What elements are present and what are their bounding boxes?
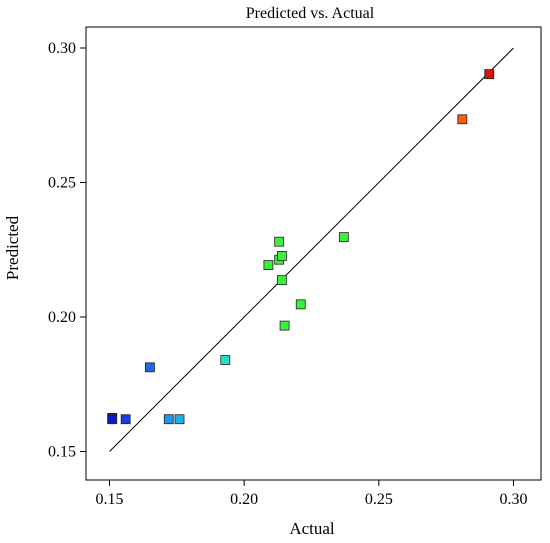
y-tick-label: 0.20	[48, 309, 76, 326]
data-point	[163, 414, 174, 425]
data-point	[120, 414, 131, 425]
data-point	[295, 299, 306, 310]
data-point	[338, 232, 349, 243]
data-point	[274, 236, 285, 247]
data-points	[107, 69, 495, 425]
data-point	[263, 260, 274, 270]
chart-title: Predicted vs. Actual	[246, 5, 375, 22]
data-point	[484, 69, 495, 79]
axis-ticks: 0.15 0.20 0.25 0.30 0.15 0.20 0.25 0.30	[48, 40, 528, 508]
y-tick-label: 0.25	[48, 175, 76, 192]
x-tick-label: 0.20	[230, 491, 258, 508]
y-tick-label: 0.15	[48, 444, 76, 461]
y-axis-label: Predicted	[3, 215, 22, 280]
x-tick-label: 0.15	[96, 491, 124, 508]
data-point	[220, 355, 231, 365]
reference-line	[109, 47, 514, 452]
data-point	[276, 251, 287, 261]
data-point	[457, 114, 468, 125]
data-point	[276, 275, 287, 286]
reference-line-group	[109, 47, 514, 452]
x-tick-label: 0.30	[500, 491, 528, 508]
data-point	[279, 320, 290, 331]
plot-frame	[85, 26, 542, 481]
data-point	[144, 362, 155, 373]
data-point	[174, 414, 185, 425]
data-point	[107, 414, 118, 425]
y-tick-label: 0.30	[48, 40, 76, 57]
x-tick-label: 0.25	[365, 491, 393, 508]
x-axis-label: Actual	[289, 519, 335, 538]
